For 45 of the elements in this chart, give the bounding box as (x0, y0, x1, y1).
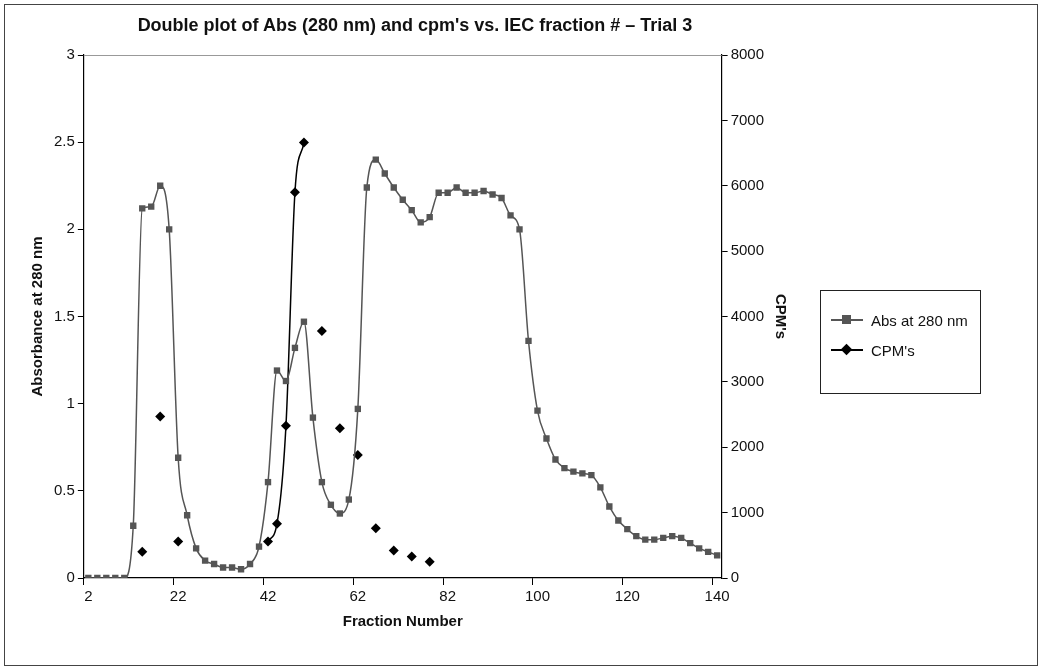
point (370, 523, 381, 534)
point (263, 536, 273, 547)
point (406, 551, 417, 562)
y2-axis-title: CPM's (772, 293, 790, 340)
y-tick-label: 1 (66, 393, 75, 411)
y-tick-label: 2 (66, 219, 75, 237)
x-tick-label: 100 (524, 587, 550, 605)
y-tick-label: 1.5 (53, 306, 75, 324)
legend-label: Abs at 280 nm (871, 311, 968, 329)
point (271, 518, 282, 529)
x-tick-label: 140 (704, 587, 730, 605)
point (137, 546, 148, 557)
y-tick-label: 2.5 (53, 132, 75, 150)
point (280, 420, 291, 431)
x-axis-title: Fraction Number (342, 612, 463, 630)
x-tick-label: 22 (169, 587, 187, 605)
point (289, 187, 300, 198)
x-tick-label: 2 (84, 587, 93, 605)
point (316, 325, 327, 336)
legend-label: CPM's (871, 341, 915, 359)
y-axis-title: Absorbance at 280 nm (28, 236, 46, 397)
point (352, 450, 363, 461)
point (298, 137, 309, 148)
y2-tick-label: 0 (730, 568, 739, 586)
y2-tick-label: 8000 (730, 45, 765, 63)
y2-tick-label: 4000 (730, 306, 765, 324)
chart-title: Double plot of Abs (280 nm) and cpm's vs. IEC fraction # – Trial 3 (136, 15, 694, 36)
y-tick-label: 3 (66, 45, 75, 63)
y2-tick-label: 5000 (730, 241, 765, 259)
point (424, 556, 435, 567)
point (334, 423, 345, 434)
x-tick-label: 120 (614, 587, 640, 605)
point (388, 545, 399, 556)
x-tick-label: 82 (439, 587, 456, 605)
x-tick-label: 42 (259, 587, 277, 605)
y2-tick-label: 2000 (730, 437, 765, 455)
y2-tick-label: 3000 (730, 372, 765, 390)
x-tick-label: 62 (349, 587, 367, 605)
y2-tick-label: 6000 (730, 175, 765, 193)
y-tick-label: 0.5 (53, 480, 75, 498)
y2-tick-label: 1000 (730, 502, 765, 520)
point (155, 411, 166, 422)
point (173, 536, 184, 547)
y2-tick-label: 7000 (730, 110, 765, 128)
y-tick-label: 0 (66, 568, 75, 586)
